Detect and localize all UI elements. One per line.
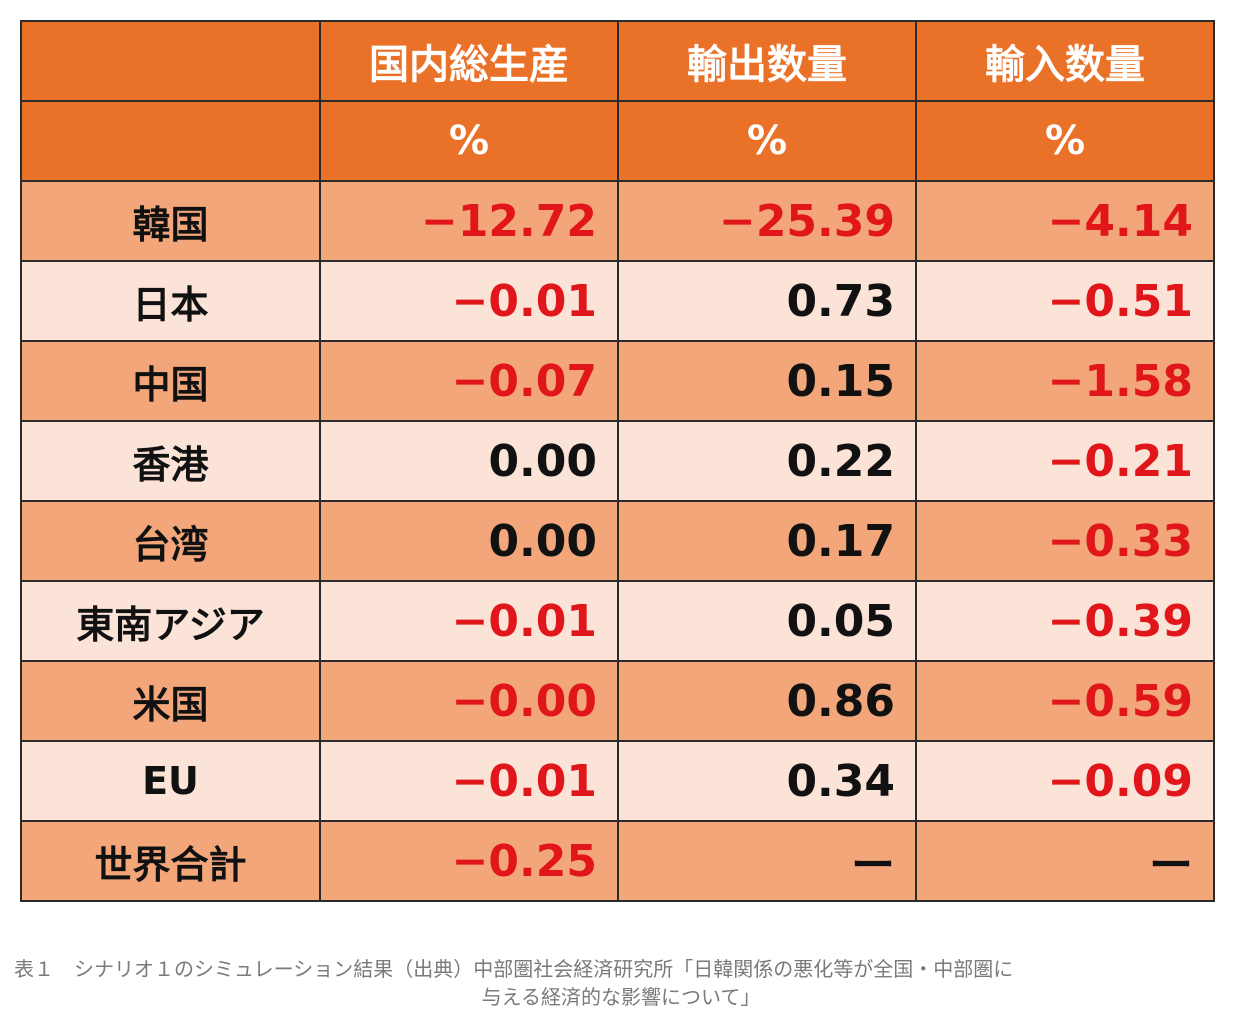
unit-gdp: % (319, 100, 619, 182)
row-label: 韓国 (20, 180, 321, 262)
row-label: 香港 (20, 420, 321, 502)
export-volume-cell: 0.34 (617, 740, 917, 822)
import-volume-cell: −0.09 (915, 740, 1215, 822)
row-label: 日本 (20, 260, 321, 342)
caption-line-1: 表１ シナリオ１のシミュレーション結果（出典）中部圏社会経済研究所「日韓関係の悪… (14, 957, 1014, 981)
import-volume-cell: −0.59 (915, 660, 1215, 742)
gdp-cell: −0.25 (319, 820, 619, 902)
gdp-cell: −0.00 (319, 660, 619, 742)
table-caption: 表１ シナリオ１のシミュレーション結果（出典）中部圏社会経済研究所「日韓関係の悪… (14, 955, 1228, 1011)
row-label: 米国 (20, 660, 321, 742)
table-row: 中国 −0.07 0.15 −1.58 (20, 340, 1215, 422)
gdp-cell: −0.01 (319, 580, 619, 662)
header-corner (20, 20, 321, 102)
gdp-cell: 0.00 (319, 420, 619, 502)
unit-import-volume: % (915, 100, 1215, 182)
gdp-cell: 0.00 (319, 500, 619, 582)
caption-line-2: 与える経済的な影響について」 (481, 985, 761, 1009)
export-volume-cell: 0.86 (617, 660, 917, 742)
export-volume-cell: 0.17 (617, 500, 917, 582)
row-label: EU (20, 740, 321, 822)
gdp-cell: −0.01 (319, 740, 619, 822)
import-volume-cell: −0.51 (915, 260, 1215, 342)
header-export-volume: 輸出数量 (617, 20, 917, 102)
gdp-cell: −12.72 (319, 180, 619, 262)
import-volume-cell: −1.58 (915, 340, 1215, 422)
gdp-cell: −0.07 (319, 340, 619, 422)
table-row: EU −0.01 0.34 −0.09 (20, 740, 1215, 822)
export-volume-cell: −25.39 (617, 180, 917, 262)
row-label: 東南アジア (20, 580, 321, 662)
row-label: 台湾 (20, 500, 321, 582)
table-row: 日本 −0.01 0.73 −0.51 (20, 260, 1215, 342)
unit-export-volume: % (617, 100, 917, 182)
export-volume-cell: 0.22 (617, 420, 917, 502)
import-volume-cell: −0.33 (915, 500, 1215, 582)
table-row: 台湾 0.00 0.17 −0.33 (20, 500, 1215, 582)
simulation-results-table: 国内総生産 輸出数量 輸入数量 % % % 韓国 −12.72 −25.39 −4.1… (20, 20, 1215, 902)
row-label: 世界合計 (20, 820, 321, 902)
export-volume-cell: 0.05 (617, 580, 917, 662)
import-volume-cell: −0.21 (915, 420, 1215, 502)
table-row: 香港 0.00 0.22 −0.21 (20, 420, 1215, 502)
export-volume-cell: 0.73 (617, 260, 917, 342)
table-row: 米国 −0.00 0.86 −0.59 (20, 660, 1215, 742)
table-row: 世界合計 −0.25 ーー (20, 820, 1215, 902)
unit-corner (20, 100, 321, 182)
header-gdp: 国内総生産 (319, 20, 619, 102)
header-row-units: % % % (20, 100, 1215, 182)
import-volume-cell: −4.14 (915, 180, 1215, 262)
import-volume-cell: −0.39 (915, 580, 1215, 662)
table-row: 韓国 −12.72 −25.39 −4.14 (20, 180, 1215, 262)
header-row-titles: 国内総生産 輸出数量 輸入数量 (20, 20, 1215, 102)
export-volume-cell: 0.15 (617, 340, 917, 422)
import-volume-cell: ー (915, 820, 1215, 902)
header-import-volume: 輸入数量 (915, 20, 1215, 102)
gdp-cell: −0.01 (319, 260, 619, 342)
table-row: 東南アジア −0.01 0.05 −0.39 (20, 580, 1215, 662)
row-label: 中国 (20, 340, 321, 422)
export-volume-cell: ー (617, 820, 917, 902)
